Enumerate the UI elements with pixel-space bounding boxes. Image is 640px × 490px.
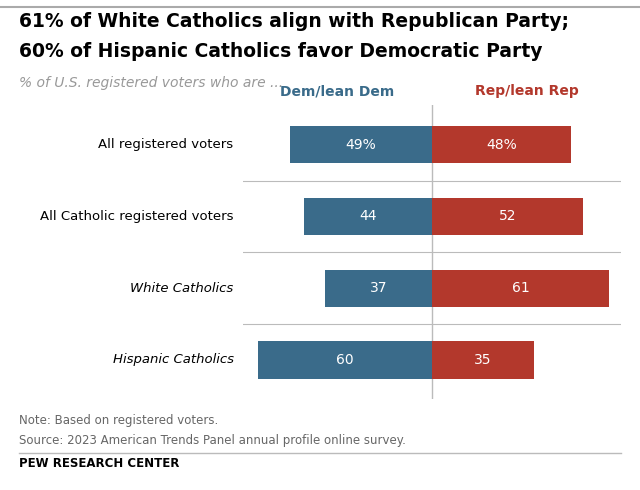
- Text: 52: 52: [499, 210, 516, 223]
- Text: 60% of Hispanic Catholics favor Democratic Party: 60% of Hispanic Catholics favor Democrat…: [19, 42, 543, 61]
- Text: 49%: 49%: [346, 138, 376, 152]
- Text: PEW RESEARCH CENTER: PEW RESEARCH CENTER: [19, 457, 180, 470]
- Bar: [290, 126, 432, 164]
- Text: All registered voters: All registered voters: [99, 138, 234, 151]
- Bar: [432, 341, 534, 379]
- Bar: [258, 341, 432, 379]
- Text: 37: 37: [369, 281, 387, 295]
- Text: 35: 35: [474, 353, 492, 367]
- Text: 44: 44: [359, 210, 377, 223]
- Text: Rep/lean Rep: Rep/lean Rep: [474, 84, 579, 98]
- Text: Note: Based on registered voters.: Note: Based on registered voters.: [19, 414, 218, 427]
- Text: Source: 2023 American Trends Panel annual profile online survey.: Source: 2023 American Trends Panel annua…: [19, 434, 406, 447]
- Text: Dem/lean Dem: Dem/lean Dem: [280, 84, 395, 98]
- Text: 61% of White Catholics align with Republican Party;: 61% of White Catholics align with Republ…: [19, 12, 569, 31]
- Bar: [432, 126, 572, 164]
- Text: % of U.S. registered voters who are ...: % of U.S. registered voters who are ...: [19, 76, 284, 90]
- Text: 60: 60: [336, 353, 354, 367]
- Bar: [432, 270, 609, 307]
- Text: White Catholics: White Catholics: [131, 282, 234, 294]
- Bar: [304, 198, 432, 235]
- Bar: [324, 270, 432, 307]
- Text: All Catholic registered voters: All Catholic registered voters: [40, 210, 234, 223]
- Text: 48%: 48%: [486, 138, 517, 152]
- Bar: [432, 198, 583, 235]
- Text: Hispanic Catholics: Hispanic Catholics: [113, 353, 234, 367]
- Text: 61: 61: [512, 281, 529, 295]
